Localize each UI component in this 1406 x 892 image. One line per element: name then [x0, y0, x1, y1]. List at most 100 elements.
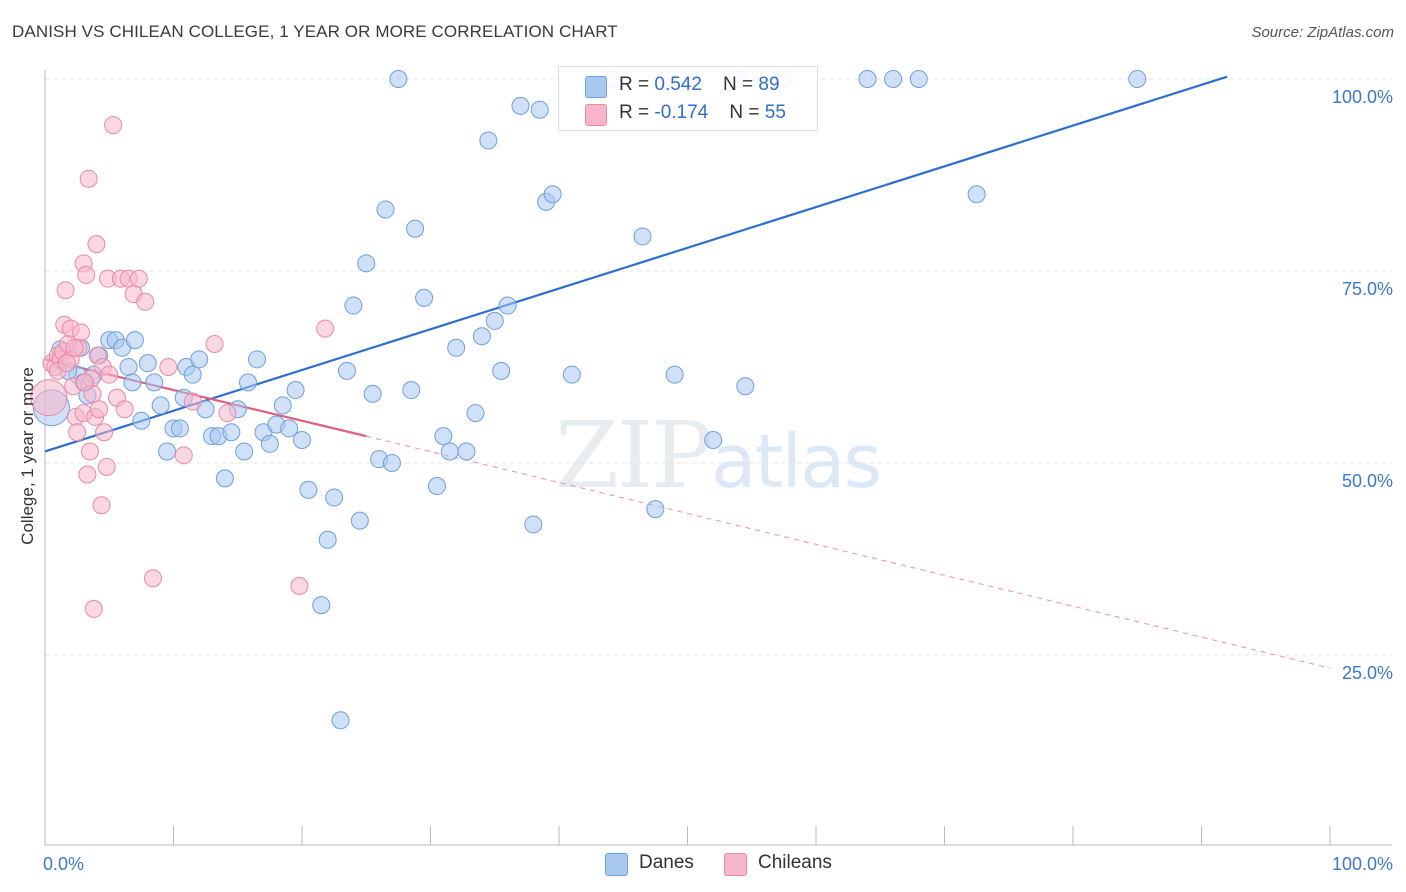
point-danes — [402, 381, 421, 400]
point-chileans — [95, 423, 114, 442]
y-axis-title: College, 1 year or more — [18, 367, 37, 545]
bottom-legend-danes[interactable]: Danes — [605, 851, 725, 877]
point-danes — [466, 404, 485, 423]
point-danes — [145, 373, 164, 392]
y-tick-label: 25.0% — [1342, 663, 1393, 683]
point-danes — [485, 311, 504, 330]
point-chileans — [174, 446, 193, 465]
point-danes — [665, 365, 684, 384]
chart-title: DANISH VS CHILEAN COLLEGE, 1 YEAR OR MOR… — [12, 22, 618, 41]
point-chileans — [68, 423, 87, 442]
point-danes — [183, 365, 202, 384]
gridlines — [45, 78, 1392, 656]
point-danes — [293, 430, 311, 449]
point-chileans — [75, 373, 94, 392]
point-danes — [123, 373, 142, 392]
point-danes — [511, 96, 530, 115]
point-chileans — [65, 338, 84, 357]
point-danes — [260, 434, 279, 453]
point-danes — [530, 100, 549, 119]
point-chileans — [115, 400, 134, 419]
source-credit: Source: ZipAtlas.com — [1251, 24, 1394, 41]
point-danes — [472, 327, 491, 346]
point-danes — [312, 596, 331, 615]
point-danes — [1128, 70, 1147, 88]
point-danes — [447, 338, 466, 357]
point-danes — [492, 361, 511, 380]
point-chileans — [56, 281, 75, 300]
point-chileans — [316, 319, 335, 338]
bottom-legend-chileans[interactable]: Chileans — [724, 851, 874, 877]
y-tick-label: 50.0% — [1342, 471, 1393, 491]
point-danes — [858, 70, 877, 88]
zipatlas-watermark: ZIPatlas — [555, 402, 882, 509]
point-chileans — [89, 400, 108, 419]
chileans-legend-swatch — [724, 853, 747, 876]
point-danes — [376, 200, 395, 219]
point-chileans — [97, 457, 116, 476]
point-chileans — [205, 334, 224, 353]
point-danes — [440, 442, 459, 461]
point-chileans — [87, 235, 106, 254]
point-danes — [363, 384, 382, 403]
chileans-n-value: 55 — [764, 102, 786, 123]
danes-legend-swatch — [605, 853, 628, 876]
point-danes — [299, 480, 318, 499]
point-chileans — [183, 392, 202, 411]
danes-legend-label: Danes — [639, 852, 694, 873]
point-danes — [524, 515, 543, 534]
point-danes — [562, 365, 581, 384]
point-danes — [479, 131, 498, 150]
point-danes — [132, 411, 151, 430]
danes-swatch — [585, 76, 607, 98]
point-danes — [190, 350, 209, 369]
point-danes — [415, 288, 434, 307]
point-danes — [457, 442, 476, 461]
point-danes — [427, 477, 446, 496]
point-danes — [318, 530, 337, 549]
data-points — [30, 70, 1147, 730]
point-danes — [633, 227, 652, 246]
point-chileans — [290, 576, 309, 595]
point-danes — [646, 500, 665, 519]
point-danes — [389, 70, 408, 88]
point-danes — [884, 70, 903, 88]
chileans-swatch — [585, 104, 607, 126]
point-danes — [350, 511, 369, 530]
danes-n-value: 89 — [758, 74, 780, 95]
point-chileans — [71, 323, 90, 342]
point-danes — [286, 381, 305, 400]
point-chileans — [78, 465, 97, 484]
point-danes — [357, 254, 376, 273]
point-danes — [406, 219, 425, 238]
point-chileans — [57, 354, 76, 373]
trend-line-danes — [44, 75, 1228, 453]
point-chileans — [79, 169, 98, 188]
point-chileans — [129, 269, 148, 288]
axes — [44, 70, 1392, 846]
point-danes — [248, 350, 267, 369]
point-danes — [280, 419, 299, 438]
point-chileans — [143, 569, 162, 588]
point-danes — [239, 373, 258, 392]
point-danes — [543, 185, 562, 204]
point-danes — [967, 185, 986, 204]
point-danes — [138, 354, 157, 373]
x-tick-label: 100.0% — [1332, 854, 1393, 874]
point-danes — [125, 331, 144, 350]
point-danes — [158, 442, 177, 461]
point-chileans — [100, 365, 119, 384]
point-danes — [170, 419, 189, 438]
chileans-r-value: -0.174 — [654, 102, 709, 123]
point-danes — [704, 430, 723, 449]
tick-labels: 100.0% 75.0% 50.0% 25.0% 0.0% 100.0% — [43, 87, 1393, 874]
point-danes — [736, 377, 755, 396]
point-chileans — [104, 116, 123, 135]
point-chileans — [159, 358, 178, 376]
trend-lines — [44, 75, 1331, 669]
point-danes — [382, 454, 401, 472]
danes-r-value: 0.542 — [654, 74, 702, 95]
point-danes — [215, 469, 234, 488]
watermark-atlas: atlas — [711, 419, 882, 505]
